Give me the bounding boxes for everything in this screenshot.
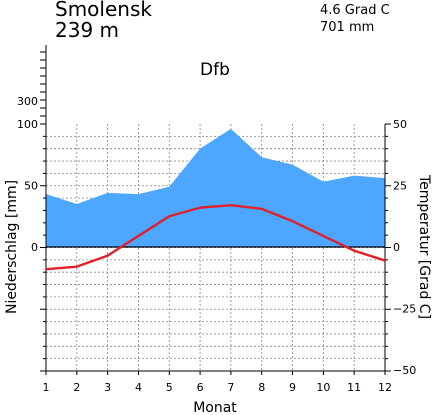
x-tick-label: 2 xyxy=(73,381,80,394)
precipitation-tick-label: 50 xyxy=(24,180,38,193)
x-tick-label: 9 xyxy=(289,381,296,394)
x-tick-label: 3 xyxy=(104,381,111,394)
x-tick-label: 1 xyxy=(43,381,50,394)
temperature-tick-label: 50 xyxy=(393,118,407,131)
x-tick-label: 6 xyxy=(197,381,204,394)
x-tick-label: 5 xyxy=(166,381,173,394)
x-axis-label: Monat xyxy=(193,400,237,415)
temperature-tick-label: 0 xyxy=(393,241,400,254)
station-altitude: 239 m xyxy=(55,18,120,42)
station-name: Smolensk xyxy=(55,0,152,21)
x-tick-label: 12 xyxy=(378,381,392,394)
precipitation-tick-label: 300 xyxy=(17,95,38,108)
temperature-tick-label: −50 xyxy=(393,364,416,377)
precipitation-tick-label: 0 xyxy=(31,241,38,254)
right-axis-label: Temperatur [Grad C] xyxy=(416,174,432,319)
x-tick-label: 11 xyxy=(347,381,361,394)
climate-classification: Dfb xyxy=(200,60,230,80)
left-axis-label: Niederschlag [mm] xyxy=(4,180,20,314)
precipitation-upper-axis xyxy=(40,45,47,125)
temperature-tick-label: 25 xyxy=(393,180,407,193)
precipitation-area xyxy=(46,128,385,247)
annual-precipitation: 701 mm xyxy=(320,20,375,35)
annual-mean-temperature: 4.6 Grad C xyxy=(320,3,390,18)
temperature-line xyxy=(45,203,386,271)
x-tick-label: 8 xyxy=(258,381,265,394)
precipitation-tick-label: 100 xyxy=(17,118,38,131)
x-tick-label: 4 xyxy=(135,381,142,394)
temperature-tick-label: −25 xyxy=(393,303,416,316)
x-tick-label: 10 xyxy=(316,381,330,394)
x-tick-label: 7 xyxy=(227,381,234,394)
axis-ticks xyxy=(40,123,391,375)
